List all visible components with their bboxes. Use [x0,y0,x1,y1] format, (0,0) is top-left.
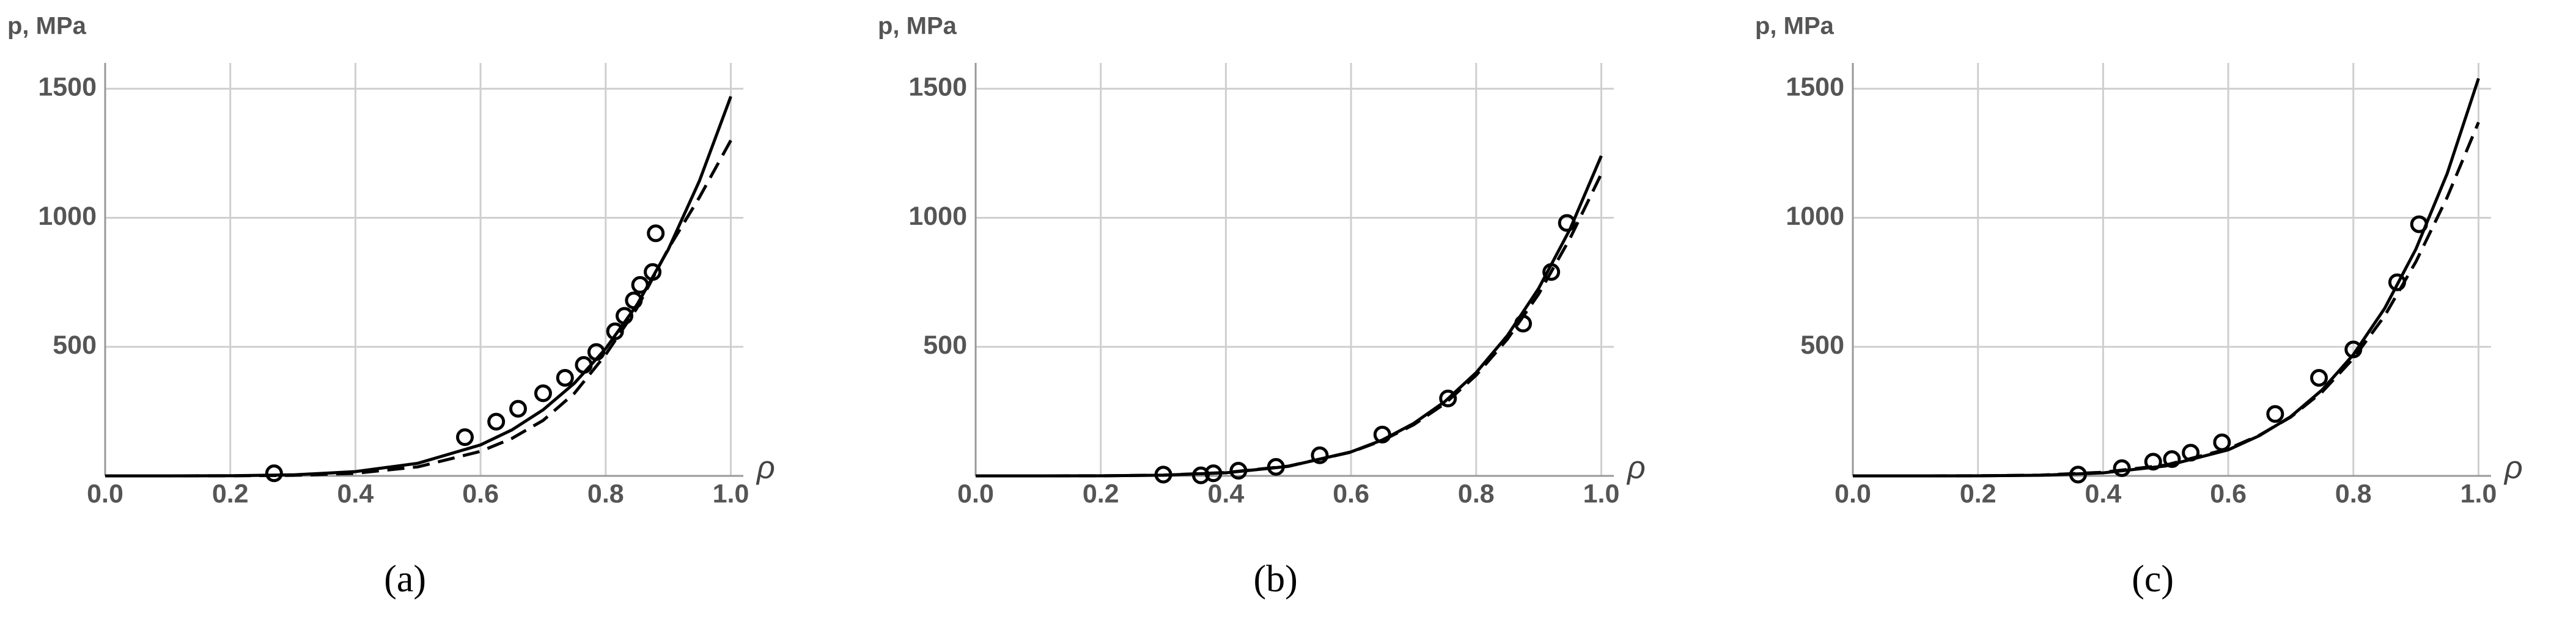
x-axis-label: ρ [756,450,775,486]
x-tick-label: 0.0 [87,479,123,508]
data-point [2113,459,2131,477]
y-tick-label: 500 [1800,330,1844,360]
caption: (a) [384,558,426,600]
data-point [1311,446,1329,464]
solid-curve [105,96,732,478]
x-tick-label: 0.8 [1458,479,1495,508]
x-tick-label: 0.2 [212,479,249,508]
caption: (c) [2132,558,2174,600]
y-tick-label: 1000 [908,202,967,231]
x-tick-label: 1.0 [1583,479,1620,508]
data-point [2213,433,2231,451]
caption: (b) [1254,558,1298,600]
data-point [509,400,528,418]
data-point [487,412,506,431]
y-tick-label: 1500 [908,73,967,102]
dashed-curve [105,139,732,478]
solid-curve [1852,78,2480,478]
x-tick-label: 0.0 [957,479,994,508]
solid-curve [975,155,1603,478]
y-tick-label: 500 [923,330,967,360]
x-tick-label: 0.4 [337,479,374,508]
y-tick-label: 500 [53,330,97,360]
x-tick-label: 0.6 [1333,479,1369,508]
data-point [2144,453,2162,471]
data-point [265,464,283,483]
y-axis-label: p, MPa [878,13,957,40]
x-tick-label: 0.2 [1960,479,1996,508]
y-tick-label: 1500 [1786,73,1844,102]
x-tick-label: 0.2 [1083,479,1119,508]
y-tick-label: 1000 [38,202,97,231]
x-axis-label: ρ [1626,450,1646,486]
y-tick-label: 1000 [1786,202,1844,231]
y-tick-label: 1500 [38,73,97,102]
data-point [2266,405,2284,423]
x-tick-label: 1.0 [713,479,749,508]
x-tick-label: 0.0 [1834,479,1871,508]
x-tick-label: 0.4 [2085,479,2122,508]
y-axis-label: p, MPa [1755,13,1834,40]
x-tick-label: 0.8 [587,479,624,508]
dashed-curve [976,173,1603,478]
data-point [556,368,574,387]
x-tick-label: 0.6 [462,479,499,508]
x-tick-label: 0.6 [2210,479,2247,508]
y-axis-label: p, MPa [7,13,87,40]
dashed-curve [1853,122,2480,478]
x-axis-label: ρ [2503,450,2523,486]
data-point [534,384,552,403]
data-point [2310,368,2328,387]
x-tick-label: 0.4 [1208,479,1245,508]
data-point [647,224,665,243]
x-tick-label: 0.8 [2335,479,2372,508]
data-point [456,428,474,447]
x-tick-label: 1.0 [2460,479,2497,508]
data-point [1439,389,1457,407]
data-point [2163,450,2181,469]
